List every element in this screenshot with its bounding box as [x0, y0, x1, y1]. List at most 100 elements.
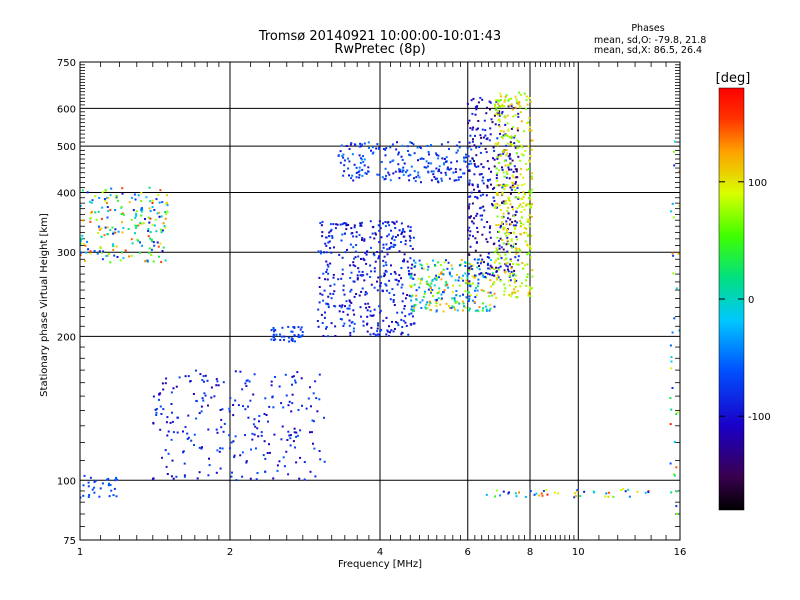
data-point: [223, 422, 226, 425]
data-point: [414, 261, 417, 264]
data-point: [385, 147, 388, 150]
data-point: [455, 294, 458, 297]
data-point: [400, 286, 403, 289]
data-point: [531, 177, 534, 180]
data-point: [476, 105, 479, 108]
data-point: [176, 431, 179, 434]
data-point: [237, 404, 240, 407]
data-point: [481, 233, 484, 236]
data-point: [494, 108, 497, 111]
data-point: [399, 170, 401, 173]
data-point: [232, 440, 235, 443]
data-point: [234, 435, 237, 438]
data-point: [467, 229, 469, 232]
data-point: [415, 298, 418, 301]
data-point: [440, 271, 443, 274]
data-point: [221, 447, 224, 450]
data-point: [286, 439, 289, 441]
data-point: [187, 436, 190, 439]
data-point: [517, 184, 519, 187]
data-point: [232, 404, 235, 406]
data-point: [127, 228, 130, 230]
data-point: [491, 294, 494, 297]
data-point: [488, 309, 491, 312]
data-point: [529, 245, 532, 248]
data-point: [253, 433, 256, 436]
data-point: [673, 473, 675, 476]
data-point: [172, 431, 175, 434]
data-point: [438, 290, 441, 293]
data-point: [475, 128, 478, 131]
data-point: [670, 408, 673, 411]
data-point: [81, 219, 84, 222]
data-point: [507, 166, 510, 169]
data-point: [81, 234, 84, 237]
data-point: [421, 277, 424, 280]
data-point: [89, 252, 92, 255]
data-point: [146, 260, 149, 263]
data-point: [87, 485, 90, 488]
data-point: [402, 166, 405, 169]
data-point: [341, 273, 344, 276]
data-point: [627, 488, 630, 491]
data-point: [400, 267, 403, 269]
data-point: [184, 426, 187, 428]
data-point: [496, 192, 499, 194]
data-point: [187, 414, 190, 417]
data-point: [477, 165, 480, 168]
data-point: [514, 274, 517, 277]
data-point: [499, 209, 502, 212]
data-point: [511, 206, 514, 208]
data-point: [502, 171, 505, 174]
data-point: [378, 256, 381, 259]
data-point: [409, 229, 412, 232]
data-point: [417, 159, 419, 162]
data-point: [369, 314, 372, 317]
data-point: [363, 158, 366, 161]
data-point: [498, 112, 500, 115]
data-point: [486, 272, 489, 275]
y-tick-label: 300: [57, 248, 76, 259]
data-point: [463, 160, 466, 163]
data-point: [441, 297, 443, 300]
data-point: [515, 176, 518, 179]
data-point: [352, 280, 355, 283]
data-point: [165, 212, 168, 215]
data-point: [385, 284, 388, 287]
data-point: [325, 327, 327, 330]
data-point: [271, 395, 274, 398]
data-point: [251, 438, 254, 441]
data-point: [472, 282, 474, 285]
data-point: [144, 218, 146, 220]
data-point: [508, 284, 511, 287]
data-point: [507, 217, 509, 220]
data-point: [453, 298, 456, 301]
data-point: [481, 179, 484, 182]
data-point: [500, 224, 502, 227]
data-point: [510, 103, 513, 106]
data-point: [495, 247, 498, 250]
data-point: [502, 226, 505, 229]
data-point: [347, 224, 350, 226]
data-point: [473, 300, 476, 303]
data-point: [409, 323, 412, 325]
data-point: [373, 270, 376, 273]
data-point: [171, 420, 174, 423]
data-point: [451, 297, 454, 300]
data-point: [352, 264, 355, 267]
data-point: [135, 214, 138, 217]
data-point: [401, 283, 404, 286]
data-point: [411, 247, 414, 250]
data-point: [505, 223, 508, 226]
data-point: [515, 211, 518, 214]
data-point: [107, 252, 110, 255]
data-point: [350, 232, 353, 235]
data-point: [89, 200, 92, 203]
data-point: [503, 258, 506, 261]
data-point: [291, 393, 294, 396]
data-point: [203, 380, 205, 383]
data-point: [472, 97, 475, 100]
data-point: [492, 188, 494, 190]
data-point: [105, 202, 108, 204]
data-point: [512, 208, 514, 211]
